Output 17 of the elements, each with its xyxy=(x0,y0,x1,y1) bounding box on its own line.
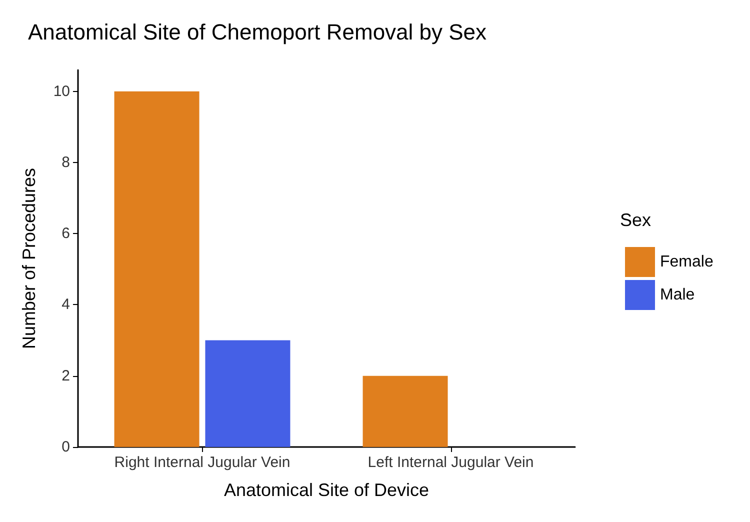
bar xyxy=(362,376,448,447)
bar xyxy=(114,91,200,447)
x-tick-label: Left Internal Jugular Vein xyxy=(368,454,534,471)
legend-title: Sex xyxy=(620,210,652,230)
y-tick-label: 4 xyxy=(62,296,70,314)
x-tick-label: Right Internal Jugular Vein xyxy=(114,454,290,471)
y-tick-label: 8 xyxy=(62,154,70,171)
y-tick-label: 10 xyxy=(53,82,70,100)
y-tick-label: 2 xyxy=(62,367,70,384)
legend-label: Male xyxy=(660,286,695,304)
y-tick-label: 6 xyxy=(62,225,70,242)
y-tick-label: 0 xyxy=(62,438,70,456)
x-axis-title: Anatomical Site of Device xyxy=(224,480,430,500)
chart-title: Anatomical Site of Chemoport Removal by Sex xyxy=(28,20,487,44)
y-axis-title: Number of Procedures xyxy=(19,168,39,350)
bar xyxy=(205,340,290,447)
legend-label: Female xyxy=(660,254,714,270)
